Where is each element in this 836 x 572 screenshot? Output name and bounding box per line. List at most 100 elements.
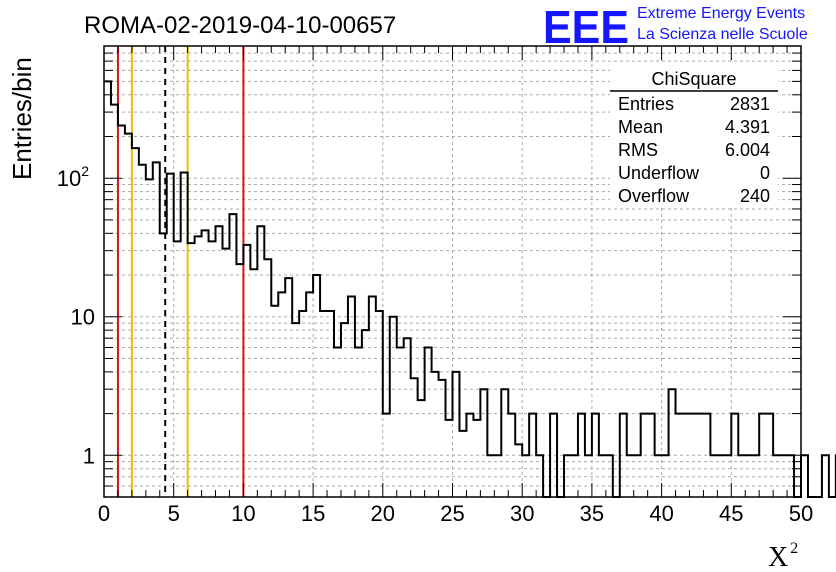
histogram-bin <box>683 414 690 497</box>
histogram-bin <box>550 414 557 497</box>
x-tick-label: 50 <box>789 501 813 526</box>
histogram-bin <box>676 414 683 497</box>
x-tick-label: 45 <box>719 501 743 526</box>
x-tick-label: 5 <box>168 501 180 526</box>
y-tick-label: 10 <box>71 305 95 330</box>
histogram-bin <box>585 455 592 497</box>
histogram-bin <box>376 311 383 497</box>
histogram-bin <box>592 414 599 497</box>
y-tick-label: 1 <box>83 443 95 468</box>
histogram-bin <box>348 297 355 497</box>
histogram-bin <box>383 414 390 497</box>
histogram-bin <box>355 347 362 497</box>
histogram-bin <box>529 414 536 497</box>
y-tick-label-base: 1 <box>83 443 95 468</box>
histogram-bin <box>564 455 571 497</box>
stats-row-label: RMS <box>618 140 658 160</box>
histogram-bars <box>104 80 836 498</box>
stats-box-background <box>610 64 778 206</box>
histogram-bin <box>738 455 745 497</box>
histogram-bin <box>696 414 703 497</box>
histogram-bin <box>313 275 320 497</box>
histogram-bin <box>752 455 759 497</box>
axis-ticks <box>103 45 802 498</box>
histogram-bin <box>229 214 236 497</box>
histogram-bin <box>397 347 404 497</box>
histogram-bin <box>132 148 139 497</box>
y-axis-title: Entries/bin <box>7 57 37 180</box>
x-tick-label: 20 <box>371 501 395 526</box>
stats-row-value: 0 <box>760 163 770 183</box>
histogram-bin <box>418 400 425 497</box>
histogram-bin <box>160 233 167 497</box>
chart-title: ROMA-02-2019-04-10-00657 <box>84 12 396 39</box>
histogram-bin <box>327 311 334 497</box>
histogram-bin <box>724 455 731 497</box>
histogram-bin <box>453 372 460 497</box>
stats-row-value: 4.391 <box>725 117 770 137</box>
histogram-bin <box>655 455 662 497</box>
histogram-bin <box>466 414 473 497</box>
histogram-bin <box>620 414 627 497</box>
histogram-bin <box>662 455 669 497</box>
histogram-bin <box>222 249 229 497</box>
histogram-bin <box>369 297 376 497</box>
histogram-bin <box>236 264 243 497</box>
eee-logo: EEE Extreme Energy Events La Scienza nel… <box>543 1 808 53</box>
histogram-bin <box>487 455 494 497</box>
histogram-bin <box>292 323 299 497</box>
histogram-bin <box>627 455 634 497</box>
x-axis-title-exponent: 2 <box>790 540 798 557</box>
y-tick-label-exponent: 2 <box>81 163 89 179</box>
histogram-bin <box>250 269 257 497</box>
histogram-bin <box>459 431 466 497</box>
histogram-bin <box>174 241 181 497</box>
histogram-bin <box>146 179 153 497</box>
logo-line-1: Extreme Energy Events <box>637 5 805 22</box>
histogram-bin <box>766 414 773 497</box>
histogram-bin <box>278 292 285 497</box>
histogram-bin <box>432 372 439 497</box>
x-tick-label: 40 <box>649 501 673 526</box>
histogram-bin <box>641 414 648 497</box>
histogram-bin <box>501 389 508 497</box>
histogram-bin <box>334 347 341 497</box>
x-axis-title-base: X <box>768 542 788 572</box>
histogram-bin <box>801 455 808 497</box>
stats-row-value: 6.004 <box>725 140 770 160</box>
histogram-bin <box>731 414 738 497</box>
histogram-bin <box>390 317 397 497</box>
histogram-bin <box>515 444 522 497</box>
histogram-bin <box>480 389 487 497</box>
histogram-bin <box>188 243 195 497</box>
histogram-bin <box>202 230 209 497</box>
histogram-bin <box>773 455 780 497</box>
stats-rows: Entries 2831 Mean 4.391 RMS 6.004 Underflow 0 Ov… <box>618 94 770 206</box>
y-tick-label-base: 10 <box>57 166 81 191</box>
histogram-bin <box>648 414 655 497</box>
y-tick-label: 102 <box>57 163 89 191</box>
stats-row-label: Mean <box>618 117 663 137</box>
histogram-bin <box>578 414 585 497</box>
histogram-bin <box>710 455 717 497</box>
y-tick-label-base: 10 <box>71 305 95 330</box>
histogram-bin <box>404 338 411 497</box>
histogram-bin <box>243 245 250 497</box>
histogram-bin <box>599 455 606 497</box>
histogram-bin <box>362 330 369 497</box>
histogram-bin <box>759 414 766 497</box>
histogram-bin <box>320 311 327 497</box>
histogram-bin <box>536 455 543 497</box>
histogram-bin <box>822 455 829 497</box>
histogram-bin <box>216 226 223 497</box>
stats-row-label: Underflow <box>618 163 700 183</box>
histogram-bin <box>439 380 446 497</box>
histogram-bin <box>264 259 271 497</box>
logo-line-2: La Scienza nelle Scuole <box>637 26 808 43</box>
histogram-bin <box>508 414 515 497</box>
histogram-bin <box>299 311 306 497</box>
x-tick-label: 35 <box>580 501 604 526</box>
histogram-bin <box>446 420 453 497</box>
